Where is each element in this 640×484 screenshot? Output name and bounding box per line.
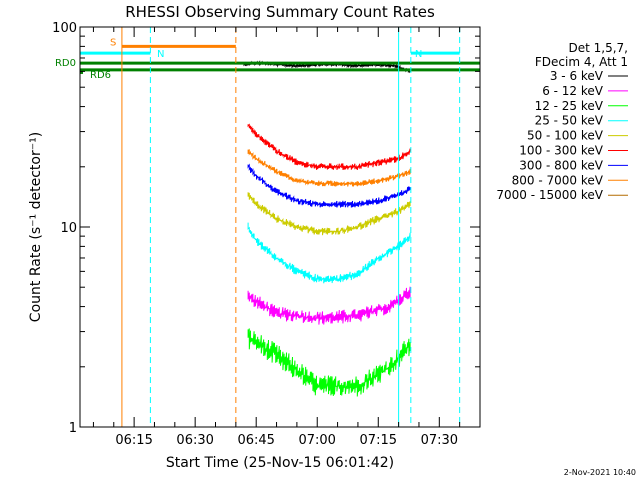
legend-label-8: 7000 - 15000 keV xyxy=(496,188,603,202)
series-300-800-kev-line xyxy=(247,163,411,208)
x-tick-label-0730: 07:30 xyxy=(421,433,458,448)
legend-label-5: 100 - 300 keV xyxy=(519,144,603,158)
series-50-100-kev-line xyxy=(247,192,411,236)
series-25-50-kev-line xyxy=(247,222,411,284)
legend-label-2: 12 - 25 keV xyxy=(535,99,604,113)
series-100-300-kev-line xyxy=(247,123,411,171)
legend-label-4: 50 - 100 keV xyxy=(527,129,604,143)
flag-label-rd6-4: RD6 xyxy=(90,70,111,81)
y-tick-label-100: 100 xyxy=(52,21,77,36)
x-axis-label: Start Time (25-Nov-15 06:01:42) xyxy=(166,455,394,471)
legend-label-6: 300 - 800 keV xyxy=(519,158,603,172)
flag-rd6-dot xyxy=(80,70,83,74)
flag-area: S N N RD0 RD6 xyxy=(55,37,480,81)
footer-date: 2-Nov-2021 10:40 xyxy=(564,468,636,477)
x-tick-label-0615: 06:15 xyxy=(115,433,152,448)
legend-label-0: 3 - 6 keV xyxy=(550,69,604,83)
y-tick-label-10: 10 xyxy=(60,221,77,236)
flag-label-s-0: S xyxy=(110,37,116,48)
legend-header-line-2: FDecim 4, Att 1 xyxy=(535,55,628,69)
series-6-12-kev-line xyxy=(247,286,411,325)
legend-label-1: 6 - 12 keV xyxy=(542,84,604,98)
y-tick-label-1: 1 xyxy=(69,421,77,436)
series-12-25-kev-line xyxy=(247,328,411,397)
x-tick-label-0630: 06:30 xyxy=(176,433,213,448)
x-tick-label-0645: 06:45 xyxy=(237,433,274,448)
y-axis-label: Count Rate (s⁻¹ detector⁻¹) xyxy=(28,132,44,322)
x-tick-label-0700: 07:00 xyxy=(298,433,335,448)
y-axis-ticks: 1 10 100 xyxy=(52,21,480,436)
marker-area xyxy=(121,27,461,427)
x-axis-ticks: 06:15 06:30 06:45 07:00 07:15 07:30 xyxy=(92,27,481,448)
series-800-7000-kev-line xyxy=(247,149,411,188)
flag-label-rd0-3: RD0 xyxy=(55,58,76,69)
legend-header-line-1: Det 1,5,7, xyxy=(569,41,629,55)
legend-label-3: 25 - 50 keV xyxy=(535,114,604,128)
chart-title: RHESSI Observing Summary Count Rates xyxy=(125,3,435,21)
legend-label-7: 800 - 7000 keV xyxy=(512,173,604,187)
flag-label-n-2: N xyxy=(415,49,422,60)
flag-label-n-1: N xyxy=(157,49,164,60)
x-tick-label-0715: 07:15 xyxy=(360,433,397,448)
